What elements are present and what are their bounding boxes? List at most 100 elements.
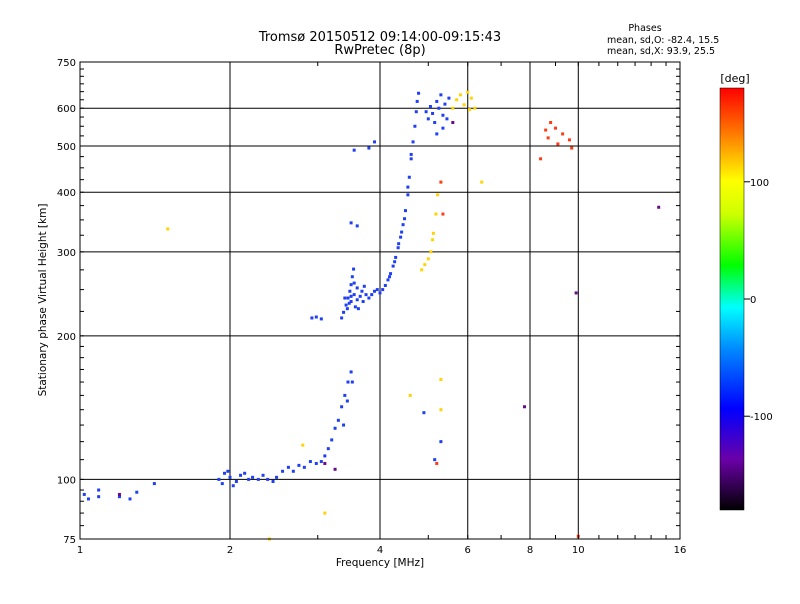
data-point (319, 317, 323, 321)
data-point (349, 300, 353, 304)
data-point (383, 283, 387, 287)
data-points (82, 90, 661, 541)
data-point (342, 310, 346, 314)
data-point (308, 460, 312, 464)
data-point (343, 393, 347, 397)
data-point (297, 463, 301, 467)
data-point (424, 110, 428, 114)
y-tick-label: 100 (57, 475, 76, 486)
data-point (429, 250, 433, 254)
data-point (345, 307, 349, 311)
y-tick-label: 500 (57, 142, 76, 153)
data-point (344, 303, 348, 307)
data-point (349, 221, 353, 225)
data-point (342, 423, 346, 427)
data-point (391, 264, 395, 268)
data-point (451, 121, 455, 125)
data-point (439, 377, 443, 381)
data-point (117, 492, 121, 496)
data-point (373, 140, 377, 144)
data-point (314, 461, 318, 465)
data-point (364, 293, 368, 297)
data-point (431, 238, 435, 242)
data-point (431, 231, 435, 235)
data-point (97, 495, 101, 499)
data-point (128, 497, 132, 501)
data-point (480, 180, 484, 184)
data-point (394, 255, 398, 259)
data-point (323, 511, 327, 515)
data-point (462, 103, 466, 107)
data-point (378, 291, 382, 295)
data-point (403, 209, 407, 213)
colorbar: [deg] 100 0 -100 (719, 72, 773, 511)
data-point (346, 380, 350, 384)
data-point (451, 106, 455, 110)
data-point (281, 469, 285, 473)
data-point (239, 473, 243, 477)
data-point (367, 296, 371, 300)
data-point (408, 393, 412, 397)
data-point (433, 121, 437, 125)
data-point (82, 492, 86, 496)
data-point (349, 370, 353, 374)
data-point (340, 405, 344, 409)
y-tick-label: 200 (57, 332, 76, 343)
data-point (466, 90, 470, 94)
data-point (435, 461, 439, 465)
data-point (431, 111, 435, 115)
x-axis-ticks: 1 2 4 6 8 10 16 (77, 62, 687, 556)
data-point (226, 469, 230, 473)
data-point (117, 495, 121, 499)
data-point (275, 475, 279, 479)
data-point (345, 399, 349, 403)
data-point (355, 286, 359, 290)
data-point (352, 267, 356, 271)
data-point (447, 96, 451, 100)
data-point (399, 235, 403, 239)
data-point (271, 479, 275, 483)
data-point (556, 142, 560, 146)
data-point (445, 117, 449, 121)
x-tick-label: 8 (527, 545, 533, 556)
data-point (350, 380, 354, 384)
data-point (348, 289, 352, 293)
data-point (360, 289, 364, 293)
data-point (441, 113, 445, 117)
y-axis-label: Stationary phase Virtual Height [km] (37, 204, 49, 397)
data-point (406, 193, 410, 197)
x-tick-label: 16 (674, 545, 687, 556)
data-point (443, 102, 447, 106)
phases-heading: Phases (628, 23, 661, 34)
data-point (349, 294, 353, 298)
data-point (561, 132, 565, 136)
data-point (220, 482, 224, 486)
data-point (386, 278, 390, 282)
y-tick-label: 750 (57, 58, 76, 69)
data-point (426, 257, 430, 261)
data-point (409, 157, 413, 161)
data-point (247, 477, 251, 481)
data-point (301, 443, 305, 447)
data-point (256, 477, 260, 481)
data-point (286, 465, 290, 469)
data-point (420, 268, 424, 272)
data-point (333, 426, 337, 430)
data-point (223, 471, 227, 475)
data-point (291, 469, 295, 473)
x-tick-label: 2 (227, 545, 233, 556)
data-point (437, 106, 441, 110)
colorbar-ticks: 100 0 -100 (744, 178, 773, 423)
data-point (428, 105, 432, 109)
x-tick-label: 4 (377, 545, 383, 556)
data-point (340, 316, 344, 320)
x-axis-label: Frequency [MHz] (336, 557, 424, 569)
data-point (370, 293, 374, 297)
data-point (375, 288, 379, 292)
data-point (362, 284, 366, 288)
data-point (323, 454, 327, 458)
data-point (261, 473, 265, 477)
chart-title: Tromsø 20150512 09:14:00-09:15:43 (258, 30, 501, 45)
data-point (373, 289, 377, 293)
data-point (400, 230, 404, 234)
